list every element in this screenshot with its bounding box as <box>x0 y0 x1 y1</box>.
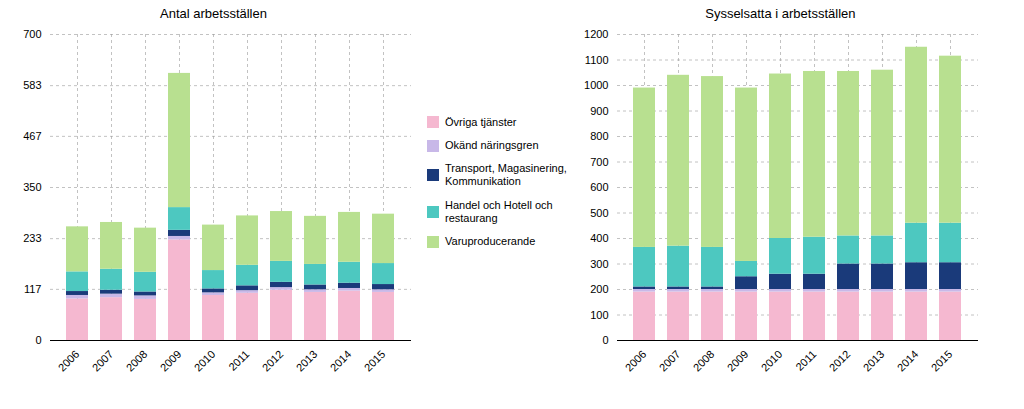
svg-text:350: 350 <box>23 181 41 193</box>
svg-text:1000: 1000 <box>584 79 608 91</box>
svg-text:0: 0 <box>602 334 608 346</box>
svg-text:2010: 2010 <box>758 348 784 374</box>
svg-text:2010: 2010 <box>192 348 218 374</box>
svg-text:2007: 2007 <box>656 348 682 374</box>
html-text:Varuproducerande: Varuproducerande <box>445 235 536 247</box>
svg-text:467: 467 <box>23 130 41 142</box>
svg-text:100: 100 <box>590 309 608 321</box>
svg-text:1100: 1100 <box>585 54 609 66</box>
svg-text:2012: 2012 <box>260 348 286 374</box>
svg-text:2006: 2006 <box>56 348 82 374</box>
svg-text:583: 583 <box>23 79 41 91</box>
svg-text:200: 200 <box>590 283 608 295</box>
html-text:Handel och Hotell och restaura: Handel och Hotell och restaurang <box>445 198 553 224</box>
html-text:Antal arbetsställen: Antal arbetsställen <box>160 6 267 21</box>
svg-text:2011: 2011 <box>793 348 818 373</box>
svg-text:2013: 2013 <box>294 348 320 374</box>
svg-text:2014: 2014 <box>894 348 920 374</box>
svg-text:2008: 2008 <box>690 348 716 374</box>
svg-text:2008: 2008 <box>124 348 150 374</box>
html-text:Övriga tjänster: Övriga tjänster <box>445 115 517 128</box>
svg-text:2009: 2009 <box>158 348 184 374</box>
svg-text:2012: 2012 <box>826 348 852 374</box>
svg-text:400: 400 <box>590 232 608 244</box>
svg-text:2006: 2006 <box>622 348 648 374</box>
svg-text:2011: 2011 <box>226 348 251 373</box>
html-text:Transport, Magasinering, Kommu: Transport, Magasinering, Kommunikation <box>445 162 567 188</box>
svg-text:2014: 2014 <box>328 348 354 374</box>
svg-text:1200: 1200 <box>584 28 608 40</box>
html-text:Okänd näringsgren: Okänd näringsgren <box>445 139 539 151</box>
svg-text:233: 233 <box>23 232 41 244</box>
svg-text:600: 600 <box>590 181 608 193</box>
svg-text:2013: 2013 <box>860 348 886 374</box>
svg-text:300: 300 <box>590 258 608 270</box>
svg-text:500: 500 <box>590 207 608 219</box>
svg-text:2007: 2007 <box>90 348 116 374</box>
svg-text:900: 900 <box>590 105 608 117</box>
svg-text:2015: 2015 <box>928 348 954 374</box>
svg-text:2009: 2009 <box>724 348 750 374</box>
svg-text:117: 117 <box>24 283 42 295</box>
svg-text:700: 700 <box>23 28 41 40</box>
svg-text:0: 0 <box>35 334 41 346</box>
svg-text:700: 700 <box>590 156 608 168</box>
html-text:Sysselsatta i arbetsställen: Sysselsatta i arbetsställen <box>705 6 856 21</box>
svg-text:800: 800 <box>590 130 608 142</box>
svg-text:2015: 2015 <box>362 348 388 374</box>
